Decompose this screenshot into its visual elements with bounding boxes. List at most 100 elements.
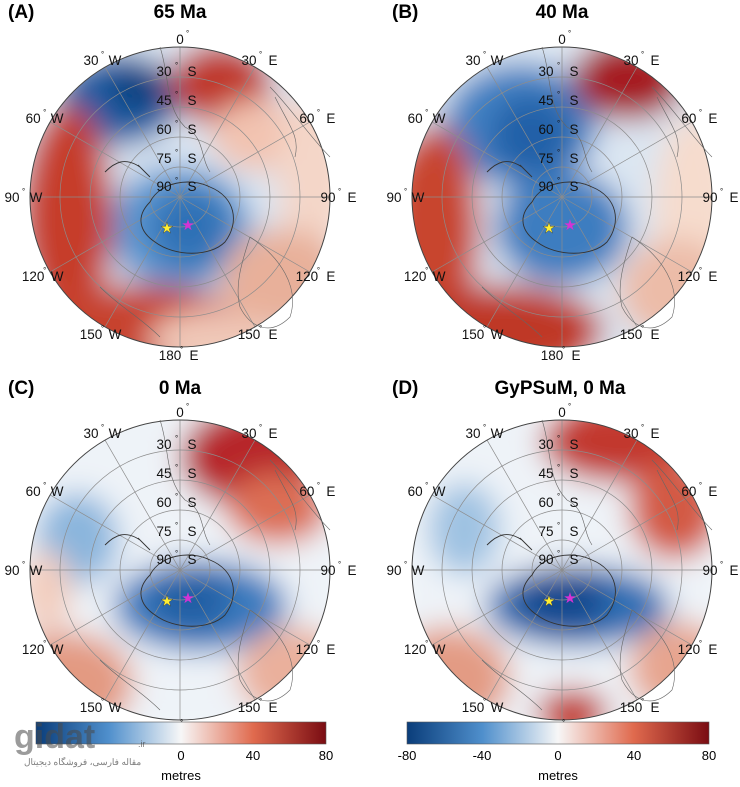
degree-symbol: ° xyxy=(641,423,644,432)
lon-label: 90 xyxy=(386,190,401,205)
degree-symbol: ° xyxy=(317,481,320,490)
yellow-star-icon: ★ xyxy=(542,220,555,237)
panel-title: GyPSuM, 0 Ma xyxy=(495,378,626,399)
lon-label: 120 xyxy=(678,642,701,657)
lon-label: 150 xyxy=(462,327,485,342)
lon-suffix: W xyxy=(51,111,64,126)
lat-label: 30 xyxy=(538,437,553,452)
antarctica-coast xyxy=(522,181,616,254)
lon-label: 90 xyxy=(4,190,19,205)
watermark-caption: مقاله فارسی، فروشگاه دیجیتال xyxy=(24,756,141,768)
degree-symbol: ° xyxy=(557,434,560,443)
lon-label: 180 xyxy=(541,348,564,363)
lon-label: 90 xyxy=(702,563,717,578)
pacific-coast xyxy=(99,659,161,711)
lon-label: 150 xyxy=(620,327,643,342)
lon-suffix: E xyxy=(650,426,659,441)
degree-symbol: ° xyxy=(425,266,428,275)
lat-suffix: S xyxy=(187,437,196,452)
lat-suffix: S xyxy=(569,437,578,452)
lon-suffix: W xyxy=(109,700,122,715)
degree-symbol: ° xyxy=(562,345,565,354)
lat-suffix: S xyxy=(569,122,578,137)
degree-symbol: ° xyxy=(317,266,320,275)
polar-map: ★ ★30 ° S45 ° S60 ° S75 ° S90 ° S0 °30 ° E60 ° E90 ° E120°… xyxy=(4,29,356,363)
lon-suffix: E xyxy=(189,348,198,363)
polar-map: ★ ★30 ° S45 ° S60 ° S75 ° S90 ° S0 °30 ° E60 ° E90 ° E120°… xyxy=(386,402,738,736)
watermark-suffix: .ir xyxy=(138,739,146,749)
panel-letter: (A) xyxy=(8,2,34,23)
lon-label: 30 xyxy=(465,426,480,441)
lon-suffix: E xyxy=(326,642,335,657)
panel-title: 40 Ma xyxy=(536,2,589,23)
lon-suffix: E xyxy=(326,484,335,499)
lon-suffix: E xyxy=(326,111,335,126)
lat-suffix: S xyxy=(569,64,578,79)
lat-label: 60 xyxy=(538,122,553,137)
antarctica-coast xyxy=(140,554,234,627)
lat-label: 45 xyxy=(156,93,171,108)
lon-suffix: E xyxy=(708,642,717,657)
degree-symbol: ° xyxy=(175,492,178,501)
lon-suffix: E xyxy=(708,111,717,126)
peninsula-coast xyxy=(486,161,533,178)
colorbar-right-tick-neg80: -80 xyxy=(398,748,417,763)
lon-label: 0 xyxy=(176,405,184,420)
degree-symbol: ° xyxy=(557,463,560,472)
degree-symbol: ° xyxy=(259,324,262,333)
lat-suffix: S xyxy=(187,64,196,79)
degree-symbol: ° xyxy=(425,481,428,490)
lon-label: 120 xyxy=(404,642,427,657)
degree-symbol: ° xyxy=(43,266,46,275)
degree-symbol: ° xyxy=(557,521,560,530)
lon-label: 60 xyxy=(408,111,423,126)
degree-symbol: ° xyxy=(175,434,178,443)
map-panel-a: (A) 65 Ma★ ★30 ° S45 ° S60 ° S75 ° S90 ° S0 °30 ° E60 ° E… xyxy=(4,2,356,363)
lon-suffix: W xyxy=(412,563,425,578)
degree-symbol: ° xyxy=(175,90,178,99)
degree-symbol: ° xyxy=(557,148,560,157)
watermark: gidat .ir مقاله فارسی، فروشگاه دیجیتال xyxy=(14,718,146,768)
lon-suffix: E xyxy=(708,484,717,499)
lon-label: 30 xyxy=(83,53,98,68)
lon-suffix: W xyxy=(51,269,64,284)
lat-label: 45 xyxy=(538,466,553,481)
lon-suffix: W xyxy=(109,53,122,68)
lon-suffix: E xyxy=(347,563,356,578)
map-panel-c: (C) 0 Ma★ ★30 ° S45 ° S60 ° S75 ° S90 ° S0 °30 ° E60 ° E9… xyxy=(4,378,356,736)
lon-label: 90 xyxy=(320,563,335,578)
pacific-coast xyxy=(481,659,543,711)
map-panel-b: (B) 40 Ma★ ★30 ° S45 ° S60 ° S75 ° S90 ° S0 °30 ° E60 ° E… xyxy=(386,2,738,363)
australia-coast xyxy=(237,609,293,702)
lat-label: 75 xyxy=(538,524,553,539)
lon-label: 90 xyxy=(320,190,335,205)
lon-suffix: W xyxy=(491,426,504,441)
lon-suffix: W xyxy=(491,327,504,342)
lon-label: 0 xyxy=(558,32,566,47)
lon-label: 60 xyxy=(26,484,41,499)
degree-symbol: ° xyxy=(175,61,178,70)
lat-suffix: S xyxy=(569,93,578,108)
lon-label: 60 xyxy=(681,484,696,499)
lat-label: 30 xyxy=(156,437,171,452)
lon-suffix: E xyxy=(268,53,277,68)
lat-label: 90 xyxy=(538,179,553,194)
lon-label: 30 xyxy=(241,426,256,441)
magenta-star-icon: ★ xyxy=(563,590,576,607)
degree-symbol: ° xyxy=(338,187,341,196)
africa-coast xyxy=(269,86,331,158)
lat-label: 45 xyxy=(156,466,171,481)
colorbar-left: 0 40 80 metres xyxy=(35,721,333,783)
lon-suffix: E xyxy=(729,563,738,578)
degree-symbol: ° xyxy=(317,108,320,117)
lon-suffix: W xyxy=(433,269,446,284)
degree-symbol: ° xyxy=(101,697,104,706)
colorbar-right-tick-0: 0 xyxy=(554,748,561,763)
lat-label: 30 xyxy=(538,64,553,79)
lat-label: 90 xyxy=(156,179,171,194)
degree-symbol: ° xyxy=(557,90,560,99)
degree-symbol: ° xyxy=(699,481,702,490)
lon-suffix: E xyxy=(268,426,277,441)
degree-symbol: ° xyxy=(43,639,46,648)
magenta-star-icon: ★ xyxy=(563,217,576,234)
